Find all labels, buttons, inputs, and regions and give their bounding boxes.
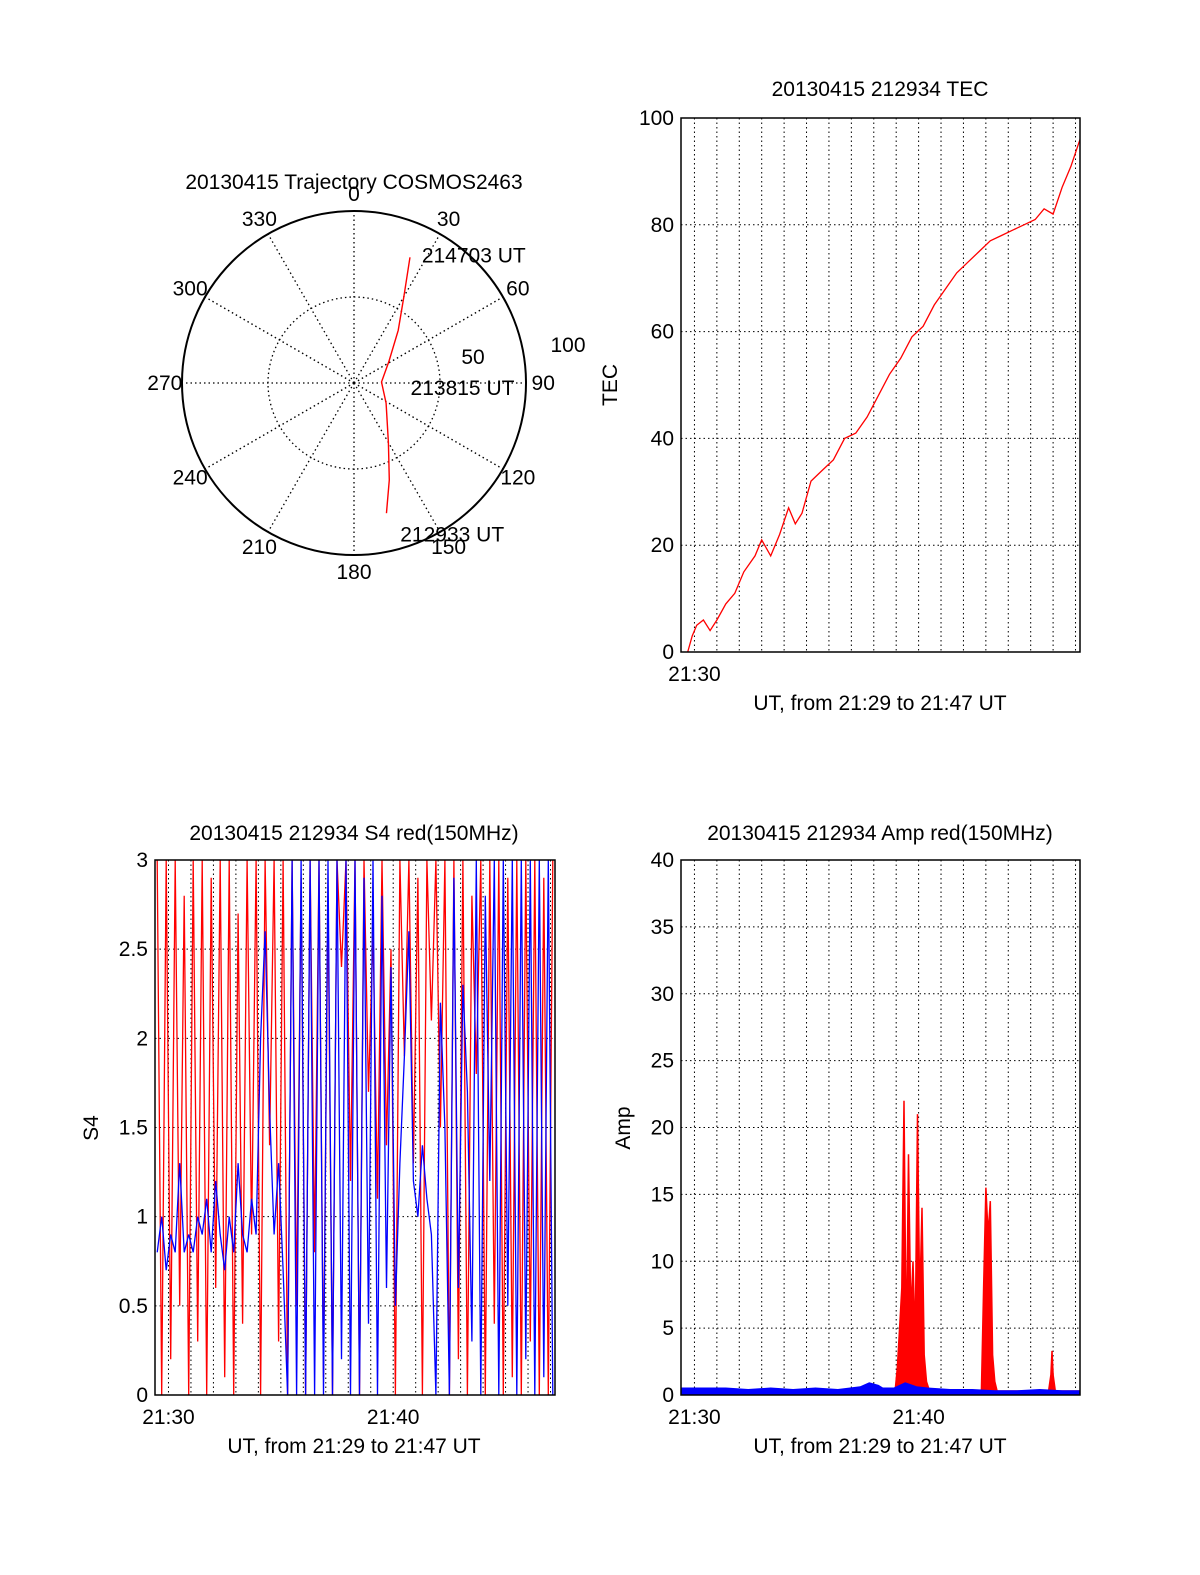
- trajectory-line: [380, 257, 411, 514]
- polar-angle-label: 330: [242, 208, 277, 231]
- polar-angle-label: 150: [431, 536, 466, 559]
- y-tick-label: 20: [651, 1117, 674, 1140]
- plot-frame: [680, 859, 1081, 1396]
- y-tick-label: 2.5: [119, 938, 148, 961]
- tec-panel: 20130415 212934 TEC UT, from 21:29 to 21…: [599, 78, 1081, 715]
- amp-title: 20130415 212934 Amp red(150MHz): [707, 822, 1053, 845]
- trajectory-time-label: 214703 UT: [422, 244, 526, 267]
- y-tick-label: 5: [662, 1317, 674, 1340]
- y-tick-label: 0.5: [119, 1295, 148, 1318]
- s4-panel: 20130415 212934 S4 red(150MHz) UT, from …: [80, 822, 556, 1458]
- y-tick-label: 80: [651, 214, 674, 237]
- y-tick-label: 1.5: [119, 1117, 148, 1140]
- y-tick-label: 0: [662, 1384, 674, 1407]
- polar-spoke: [353, 382, 441, 533]
- polar-angle-label: 300: [173, 277, 208, 300]
- series-line-0: [156, 860, 554, 1395]
- y-tick-label: 3: [136, 849, 148, 872]
- polar-radius-label: 50: [461, 346, 484, 369]
- polar-angle-label: 60: [506, 277, 529, 300]
- polar-spoke: [353, 296, 504, 384]
- x-tick-label: 21:40: [892, 1406, 945, 1429]
- amp-panel: 20130415 212934 Amp red(150MHz) UT, from…: [612, 822, 1081, 1458]
- amp-xlabel: UT, from 21:29 to 21:47 UT: [753, 1435, 1006, 1458]
- trajectory-time-label: 212933 UT: [400, 523, 504, 546]
- y-tick-label: 2: [136, 1027, 148, 1050]
- y-tick-label: 0: [662, 641, 674, 664]
- y-tick-label: 0: [136, 1384, 148, 1407]
- x-tick-label: 21:30: [668, 663, 721, 686]
- x-tick-label: 21:30: [142, 1406, 195, 1429]
- y-tick-label: 60: [651, 321, 674, 344]
- s4-title: 20130415 212934 S4 red(150MHz): [189, 822, 518, 845]
- series-area-0: [681, 1100, 1080, 1395]
- amp-ylabel: Amp: [612, 1106, 635, 1149]
- y-tick-label: 40: [651, 427, 674, 450]
- y-tick-label: 35: [651, 916, 674, 939]
- y-tick-label: 1: [136, 1206, 148, 1229]
- plot-frame: [154, 859, 556, 1396]
- plot-frame: [680, 117, 1081, 653]
- polar-angle-label: 90: [532, 372, 555, 395]
- tec-ylabel: TEC: [599, 364, 622, 406]
- polar-angle-label: 270: [147, 372, 182, 395]
- polar-spoke: [267, 233, 355, 384]
- polar-angle-label: 210: [242, 536, 277, 559]
- y-tick-label: 40: [651, 849, 674, 872]
- polar-spoke: [353, 382, 504, 470]
- polar-radius-label: 100: [550, 334, 585, 357]
- polar-angle-label: 120: [500, 467, 535, 490]
- s4-ylabel: S4: [80, 1115, 103, 1141]
- polar-angle-label: 180: [336, 561, 371, 584]
- trajectory-time-label: 213815 UT: [411, 377, 515, 400]
- x-tick-label: 21:30: [668, 1406, 721, 1429]
- polar-angle-label: 0: [348, 183, 360, 206]
- y-tick-label: 20: [651, 534, 674, 557]
- polar-angle-label: 240: [173, 467, 208, 490]
- series-line-0: [687, 139, 1080, 652]
- polar-angle-label: 30: [437, 208, 460, 231]
- polar-spoke: [204, 296, 355, 384]
- y-tick-label: 10: [651, 1250, 674, 1273]
- tec-title: 20130415 212934 TEC: [772, 78, 989, 101]
- x-tick-label: 21:40: [367, 1406, 420, 1429]
- y-tick-label: 15: [651, 1183, 674, 1206]
- y-tick-label: 25: [651, 1050, 674, 1073]
- series-line-1: [156, 860, 554, 1395]
- polar-spoke: [204, 382, 355, 470]
- polar-spoke: [353, 233, 441, 384]
- y-tick-label: 100: [639, 107, 674, 130]
- y-tick-label: 30: [651, 983, 674, 1006]
- trajectory-title: 20130415 Trajectory COSMOS2463: [185, 171, 522, 194]
- trajectory-polar-panel: 20130415 Trajectory COSMOS2463 0 30 60 90 12…: [147, 171, 585, 584]
- tec-xlabel: UT, from 21:29 to 21:47 UT: [753, 692, 1006, 715]
- s4-xlabel: UT, from 21:29 to 21:47 UT: [227, 1435, 480, 1458]
- polar-spoke: [267, 382, 355, 533]
- series-area-1: [681, 1382, 1080, 1395]
